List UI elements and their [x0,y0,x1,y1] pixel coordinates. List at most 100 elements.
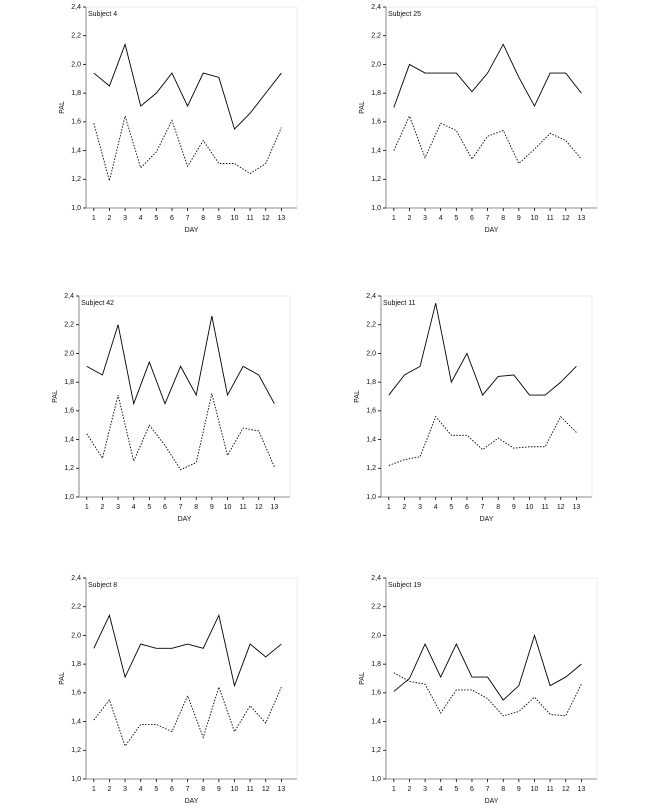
x-tick-label: 6 [470,215,474,222]
x-tick-label: 2 [407,786,411,793]
x-tick-label: 11 [239,504,246,511]
x-tick-label: 13 [277,215,285,222]
y-tick-label: 1,4 [371,147,381,154]
y-tick-label: 2,2 [64,322,74,329]
data-line [393,114,582,165]
y-tick-label: 1,2 [71,747,81,754]
y-tick-label: 1,0 [371,205,381,212]
y-tick-label: 2,0 [64,350,74,357]
y-tick-label: 1,8 [71,661,81,668]
data-line [93,114,282,181]
x-tick-label: 10 [531,786,539,793]
chart-title: Subject 25 [388,11,421,18]
y-tick-label: 1,4 [71,718,81,725]
x-tick-label: 8 [501,786,505,793]
x-tick-label: 10 [231,786,239,793]
y-tick-label: 1,2 [64,465,74,472]
y-tick-label: 2,0 [71,61,81,68]
y-tick-label: 1,2 [371,176,381,183]
x-tick-label: 7 [186,786,190,793]
x-tick-label: 10 [224,504,232,511]
x-tick-label: 1 [392,215,396,222]
y-tick-label: 1,2 [366,465,376,472]
y-axis-label: PAL [59,101,66,114]
chart-title: Subject 11 [383,300,416,307]
x-axis-label: DAY [185,227,199,234]
plot-frame [78,295,291,498]
data-line [388,303,577,396]
y-tick-label: 2,0 [371,61,381,68]
y-tick-label: 2,4 [71,575,81,582]
x-axis-label: DAY [485,798,499,805]
x-tick-label: 9 [517,786,521,793]
x-tick-label: 4 [139,215,143,222]
y-tick-label: 1,6 [71,690,81,697]
x-tick-label: 6 [163,504,167,511]
x-tick-label: 5 [147,504,151,511]
x-tick-label: 12 [262,786,270,793]
y-tick-label: 1,8 [366,379,376,386]
data-line [93,613,282,688]
x-tick-label: 5 [454,786,458,793]
y-tick-label: 1,4 [64,436,74,443]
x-tick-label: 6 [170,215,174,222]
x-axis-label: DAY [485,227,499,234]
x-tick-label: 10 [531,215,539,222]
y-tick-label: 1,0 [71,205,81,212]
x-tick-label: 2 [402,504,406,511]
x-tick-label: 9 [512,504,516,511]
chart-title: Subject 19 [388,582,421,589]
y-tick-label: 2,0 [366,350,376,357]
plot-frame [385,577,598,780]
data-line [93,42,282,130]
x-tick-label: 5 [449,504,453,511]
plot-frame [385,6,598,209]
x-tick-label: 1 [392,786,396,793]
x-tick-label: 11 [546,215,553,222]
data-line [86,316,275,406]
x-tick-label: 8 [194,504,198,511]
x-tick-label: 3 [418,504,422,511]
y-tick-label: 2,4 [371,575,381,582]
y-tick-label: 1,0 [64,494,74,501]
y-tick-label: 2,0 [71,632,81,639]
x-tick-label: 13 [577,215,585,222]
y-tick-label: 2,2 [371,604,381,611]
y-tick-label: 1,6 [366,408,376,415]
x-tick-label: 2 [107,786,111,793]
x-tick-label: 4 [439,215,443,222]
y-tick-label: 2,0 [371,632,381,639]
x-tick-label: 11 [246,215,253,222]
x-tick-label: 6 [470,786,474,793]
x-tick-label: 9 [217,215,221,222]
chart-title: Subject 8 [88,582,117,589]
data-line [93,685,282,747]
x-tick-label: 6 [170,786,174,793]
y-tick-label: 1,4 [371,718,381,725]
plot-frame [85,6,298,209]
x-tick-label: 8 [201,786,205,793]
x-tick-label: 9 [217,786,221,793]
x-tick-label: 7 [186,215,190,222]
x-tick-label: 13 [270,504,278,511]
y-tick-label: 2,4 [366,293,376,300]
x-tick-label: 12 [562,786,570,793]
y-tick-label: 2,2 [71,604,81,611]
x-tick-label: 3 [123,786,127,793]
x-tick-label: 4 [139,786,143,793]
x-tick-label: 5 [154,215,158,222]
x-tick-label: 8 [496,504,500,511]
y-tick-label: 1,4 [366,436,376,443]
x-tick-label: 13 [572,504,580,511]
y-tick-label: 1,0 [71,776,81,783]
x-tick-label: 3 [123,215,127,222]
x-tick-label: 1 [387,504,391,511]
data-line [393,633,582,701]
x-tick-label: 7 [179,504,183,511]
data-line [86,393,275,471]
x-tick-label: 4 [132,504,136,511]
y-tick-label: 1,8 [371,661,381,668]
y-tick-label: 2,4 [64,293,74,300]
x-tick-label: 1 [92,215,96,222]
